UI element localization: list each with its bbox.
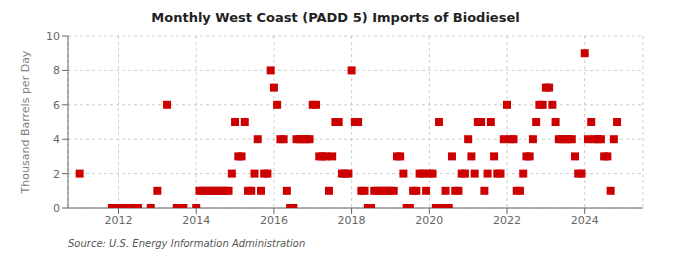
svg-text:0: 0 (53, 202, 60, 215)
svg-text:2: 2 (53, 168, 60, 181)
html-text:Source: U.S. Energy Informatio: Source: U.S. Energy Information Administ… (68, 238, 306, 249)
svg-text:2012: 2012 (105, 214, 133, 227)
svg-text:2014: 2014 (182, 214, 210, 227)
svg-text:2018: 2018 (338, 214, 366, 227)
svg-text:4: 4 (53, 133, 60, 146)
svg-text:2024: 2024 (571, 214, 599, 227)
svg-text:2020: 2020 (415, 214, 443, 227)
svg-text:6: 6 (53, 99, 60, 112)
svg-text:Thousand Barrels per Day: Thousand Barrels per Day (19, 50, 32, 194)
svg-text:8: 8 (53, 64, 60, 77)
svg-text:2016: 2016 (260, 214, 288, 227)
svg-text:10: 10 (46, 30, 60, 43)
svg-text:2022: 2022 (493, 214, 521, 227)
html-text:Monthly West Coast (PADD 5) Im: Monthly West Coast (PADD 5) Imports of B… (151, 10, 520, 25)
